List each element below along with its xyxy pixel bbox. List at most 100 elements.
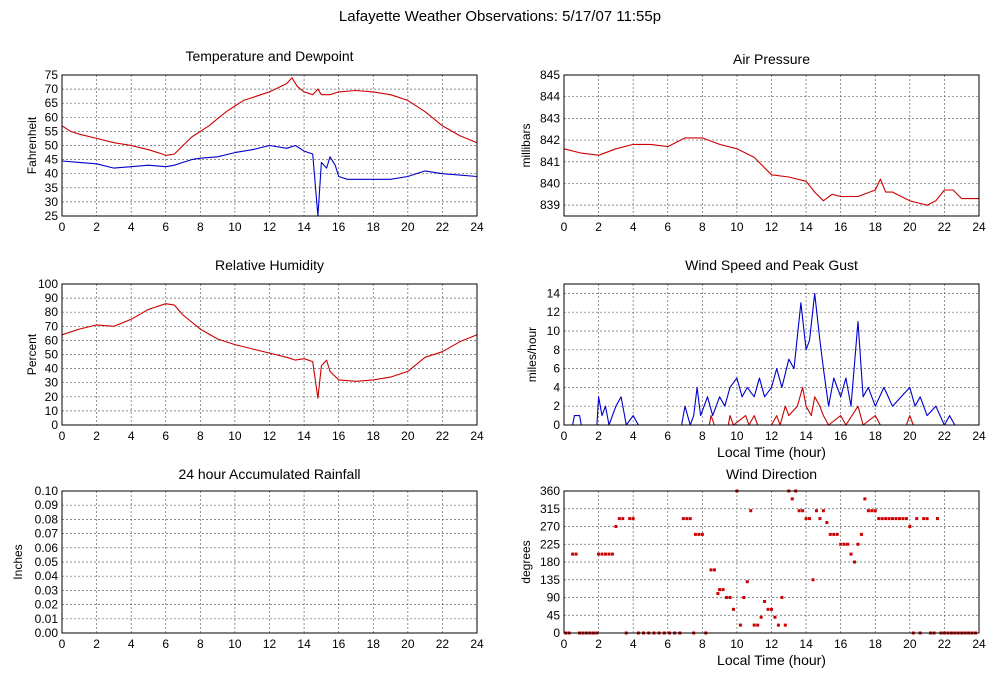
x-tick-label: 2 <box>93 637 100 651</box>
plot-frame <box>563 74 980 217</box>
y-tick-label: 45 <box>45 153 59 167</box>
x-tick-label: 20 <box>903 220 917 234</box>
data-point <box>801 509 805 513</box>
x-tick-label: 4 <box>630 220 637 234</box>
data-point <box>604 552 607 556</box>
x-tick-label: 24 <box>470 220 484 234</box>
x-tick-label: 6 <box>162 637 169 651</box>
x-tick-label: 18 <box>367 220 381 234</box>
x-tick-label: 10 <box>730 637 744 651</box>
y-axis-label: Percent <box>25 333 39 375</box>
x-tick-label: 4 <box>128 220 135 234</box>
x-tick-label: 16 <box>332 429 346 443</box>
x-tick-label: 18 <box>367 429 381 443</box>
series-line <box>61 144 478 217</box>
x-tick-label: 22 <box>436 220 450 234</box>
data-point <box>818 517 822 521</box>
data-point <box>716 592 720 596</box>
data-point <box>628 517 632 521</box>
data-point <box>780 596 784 599</box>
chart-title: Air Pressure <box>733 51 810 67</box>
y-tick-label: 840 <box>540 176 560 190</box>
data-point <box>742 596 746 599</box>
data-point <box>688 517 692 521</box>
data-point <box>821 509 825 513</box>
x-tick-label: 2 <box>93 429 100 443</box>
data-point <box>887 517 891 521</box>
y-tick-label: 6 <box>553 362 560 376</box>
x-tick-label: 22 <box>938 429 952 443</box>
x-tick-label: 6 <box>162 429 169 443</box>
x-tick-label: 22 <box>436 637 450 651</box>
chart-title: Wind Speed and Peak Gust <box>685 257 858 273</box>
y-tick-label: 0.10 <box>35 484 59 498</box>
y-tick-label: 8 <box>553 343 560 357</box>
data-point <box>621 517 625 521</box>
x-tick-label: 4 <box>128 429 135 443</box>
y-tick-label: 0 <box>553 626 560 640</box>
y-tick-label: 90 <box>547 591 561 605</box>
y-tick-label: 0.03 <box>35 583 59 597</box>
chart-title: Wind Direction <box>726 466 817 482</box>
data-point <box>915 517 919 521</box>
data-point <box>859 532 863 536</box>
data-point <box>790 497 794 501</box>
x-tick-label: 4 <box>630 429 637 443</box>
y-tick-label: 90 <box>45 291 59 305</box>
series-line <box>61 77 478 156</box>
y-tick-label: 25 <box>45 209 59 223</box>
data-point <box>853 560 856 564</box>
plot-frame <box>61 283 478 426</box>
x-tick-label: 8 <box>699 220 706 234</box>
x-tick-label: 16 <box>332 220 346 234</box>
x-tick-label: 14 <box>799 429 813 443</box>
x-tick-label: 8 <box>699 429 706 443</box>
y-tick-label: 844 <box>540 90 560 104</box>
x-tick-label: 14 <box>799 637 813 651</box>
x-tick-label: 16 <box>834 637 848 651</box>
x-tick-label: 12 <box>765 220 779 234</box>
data-point <box>863 497 867 501</box>
y-axis-label: millibars <box>519 123 533 167</box>
y-tick-label: 12 <box>547 305 561 319</box>
x-axis-label: Local Time (hour) <box>717 652 826 668</box>
data-point <box>709 568 713 572</box>
plot-frame <box>61 490 478 634</box>
page-title: Lafayette Weather Observations: 5/17/07 … <box>338 8 662 25</box>
x-tick-label: 10 <box>730 429 744 443</box>
data-point <box>925 517 929 521</box>
data-point <box>797 509 801 513</box>
x-tick-label: 18 <box>869 429 883 443</box>
data-point <box>697 532 701 536</box>
y-tick-label: 70 <box>45 82 59 96</box>
data-point <box>870 509 874 513</box>
y-tick-label: 50 <box>45 348 59 362</box>
plot-frame <box>61 74 478 217</box>
data-point <box>721 588 725 592</box>
data-point <box>922 517 926 521</box>
data-point <box>756 623 760 627</box>
series-line <box>61 303 478 399</box>
data-point <box>759 615 763 619</box>
y-tick-label: 270 <box>540 520 560 534</box>
y-tick-label: 0.08 <box>35 512 59 526</box>
x-tick-label: 14 <box>799 220 813 234</box>
x-tick-label: 6 <box>664 429 671 443</box>
x-tick-label: 16 <box>834 429 848 443</box>
series-line <box>564 386 979 426</box>
chart-title: Relative Humidity <box>215 257 324 273</box>
data-point <box>877 517 881 521</box>
y-tick-label: 100 <box>38 277 58 291</box>
data-point <box>884 517 888 521</box>
data-point <box>832 532 836 536</box>
x-tick-label: 22 <box>938 220 952 234</box>
y-tick-label: 4 <box>553 380 560 394</box>
x-tick-label: 8 <box>197 429 204 443</box>
y-tick-label: 0 <box>51 418 58 432</box>
x-tick-label: 4 <box>128 637 135 651</box>
y-tick-label: 315 <box>540 502 560 516</box>
y-axis-label: Fahrenheit <box>25 116 39 174</box>
data-point <box>783 623 787 627</box>
data-point <box>597 552 601 556</box>
